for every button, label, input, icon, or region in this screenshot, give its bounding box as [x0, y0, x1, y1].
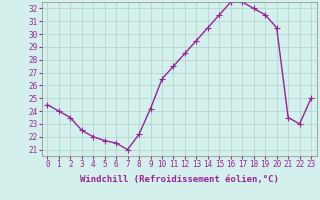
- X-axis label: Windchill (Refroidissement éolien,°C): Windchill (Refroidissement éolien,°C): [80, 175, 279, 184]
